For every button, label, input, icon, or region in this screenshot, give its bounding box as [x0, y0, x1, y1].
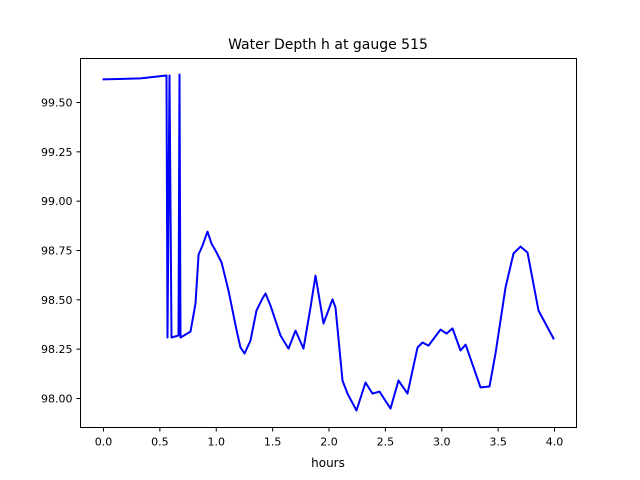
- y-tick-label: 98.00: [41, 392, 73, 405]
- x-tick-label: 2.0: [320, 436, 338, 449]
- plot-area: [102, 73, 555, 412]
- x-tick-label: 3.5: [489, 436, 507, 449]
- x-tick-label: 0.0: [95, 436, 113, 449]
- x-tick-label: 1.0: [208, 436, 226, 449]
- y-tick-label: 99.25: [41, 146, 73, 159]
- chart-title: Water Depth h at gauge 515: [228, 37, 428, 53]
- x-axis: 0.0 0.5 1.0 1.5 2.0 2.5 3.0 3.5 4.0: [95, 427, 564, 449]
- x-axis-label: hours: [311, 456, 345, 470]
- y-tick-label: 99.50: [41, 97, 73, 110]
- x-tick-label: 2.5: [377, 436, 395, 449]
- x-tick-label: 1.5: [264, 436, 282, 449]
- y-tick-label: 98.25: [41, 343, 73, 356]
- y-tick-label: 98.50: [41, 294, 73, 307]
- x-tick-label: 4.0: [546, 436, 564, 449]
- series-line-h: [102, 73, 555, 412]
- axes-frame: [80, 58, 577, 428]
- y-tick-label: 98.75: [41, 244, 73, 257]
- x-tick-label: 3.0: [433, 436, 451, 449]
- x-tick-label: 0.5: [151, 436, 169, 449]
- y-tick-label: 99.00: [41, 195, 73, 208]
- y-axis: 98.00 98.25 98.50 98.75 99.00 99.25 99.50: [41, 97, 81, 405]
